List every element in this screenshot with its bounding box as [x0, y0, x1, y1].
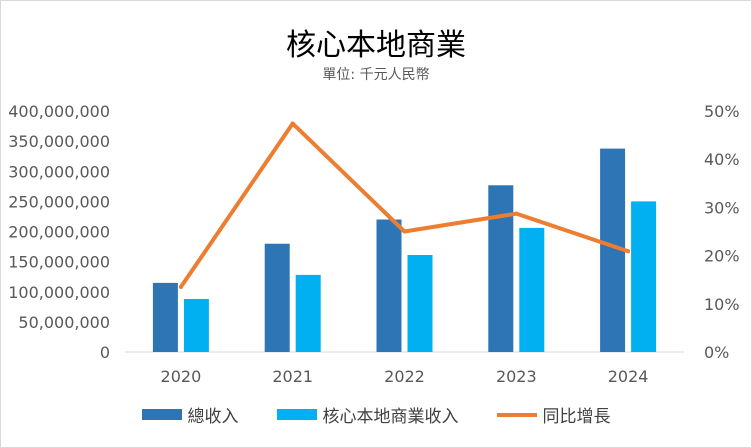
point-yoy-growth: [178, 284, 183, 289]
legend-label-total-revenue: 總收入: [187, 407, 239, 427]
legend-item-total-revenue: 總收入: [141, 402, 239, 427]
y-left-tick-label: 350,000,000: [8, 132, 110, 151]
y-right-tick-label: 10%: [704, 295, 740, 314]
y-left-tick-label: 200,000,000: [8, 223, 110, 242]
y-right-tick-label: 50%: [704, 102, 740, 121]
line-yoy-growth: [178, 121, 631, 289]
y-left-tick-label: 150,000,000: [8, 253, 110, 272]
bar-total-revenue: [152, 282, 178, 352]
bar-core-revenue: [183, 298, 209, 352]
chart-title: 核心本地商業: [286, 28, 466, 63]
legend-swatch-core-revenue: [276, 409, 317, 420]
bar-core-revenue: [631, 201, 657, 352]
x-tick-label: 2023: [496, 367, 537, 386]
legend-item-yoy-growth: 同比增長: [496, 402, 611, 427]
y-right-tick-label: 0%: [704, 343, 729, 362]
legend-swatch-yoy-growth: [496, 412, 537, 417]
legend-item-core-revenue: 核心本地商業收入: [276, 402, 459, 427]
x-tick-label: 2021: [272, 367, 313, 386]
x-tick-label: 2020: [161, 367, 202, 386]
y-left-tick-label: 0: [100, 343, 110, 362]
point-yoy-growth: [402, 229, 407, 234]
bar-core-revenue: [407, 254, 433, 352]
point-yoy-growth: [626, 249, 631, 254]
y-right-tick-label: 40%: [704, 150, 740, 169]
y-right-tick-label: 30%: [704, 198, 740, 217]
y-left-tick-label: 250,000,000: [8, 192, 110, 211]
y-left-tick-label: 50,000,000: [18, 313, 110, 332]
x-tick-label: 2022: [384, 367, 425, 386]
y-left-tick-label: 400,000,000: [8, 102, 110, 121]
bar-total-revenue: [376, 219, 402, 352]
chart-subtitle: 單位: 千元人民幣: [322, 67, 430, 83]
bar-total-revenue: [488, 185, 514, 352]
point-yoy-growth: [514, 211, 519, 216]
legend: 總收入 核心本地商業收入 同比增長: [0, 402, 752, 427]
x-tick-label: 2024: [608, 367, 649, 386]
point-yoy-growth: [290, 121, 295, 126]
y-right-tick-label: 20%: [704, 247, 740, 266]
bar-core-revenue: [295, 274, 321, 352]
legend-label-core-revenue: 核心本地商業收入: [322, 407, 459, 427]
y-left-tick-label: 300,000,000: [8, 162, 110, 181]
bar-total-revenue: [264, 243, 290, 352]
bar-core-revenue: [519, 227, 545, 352]
legend-label-yoy-growth: 同比增長: [542, 407, 611, 427]
y-left-tick-label: 100,000,000: [8, 283, 110, 302]
legend-swatch-total-revenue: [141, 409, 182, 420]
